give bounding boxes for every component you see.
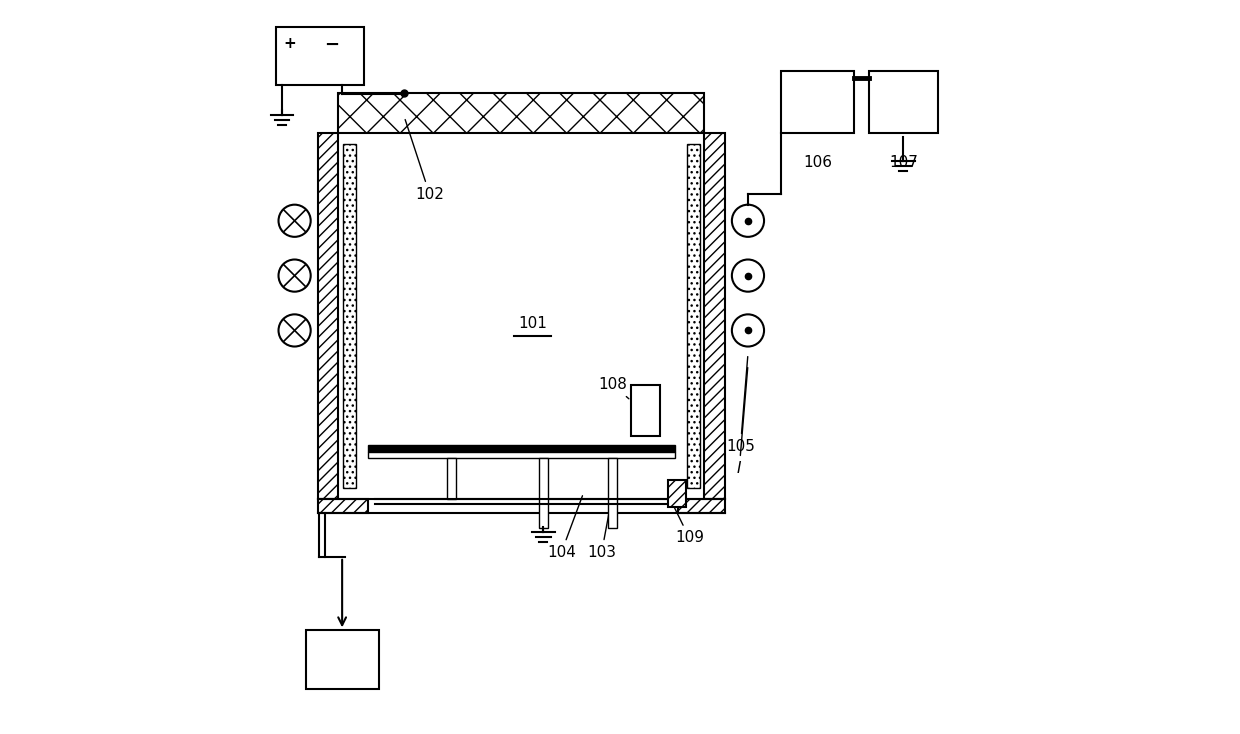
Bar (667, 479, 686, 507)
Circle shape (732, 260, 764, 291)
Text: 106: 106 (804, 155, 832, 170)
Text: 105: 105 (727, 357, 755, 454)
Bar (277, 27, 365, 85)
Circle shape (732, 205, 764, 237)
Text: −: − (325, 36, 340, 54)
Bar (368, 452, 675, 459)
Bar (339, 133, 704, 498)
Bar (317, 498, 368, 513)
Bar (448, 459, 456, 498)
Bar (539, 459, 548, 528)
Text: 109: 109 (668, 496, 704, 545)
Text: 103: 103 (587, 496, 616, 560)
Bar (609, 459, 618, 528)
Bar (339, 92, 704, 133)
Text: I: I (737, 368, 748, 476)
Circle shape (279, 260, 311, 291)
Bar (687, 144, 699, 487)
Circle shape (279, 205, 311, 237)
Bar (305, 631, 378, 688)
Text: 101: 101 (518, 316, 547, 330)
Bar (631, 385, 660, 437)
Text: 102: 102 (405, 120, 444, 202)
Text: 107: 107 (889, 155, 918, 170)
Bar (343, 144, 356, 487)
Bar (678, 498, 724, 513)
Bar (704, 133, 724, 498)
Text: 104: 104 (547, 495, 583, 560)
Bar (368, 446, 675, 452)
Bar (317, 133, 339, 498)
Text: +: + (284, 36, 296, 51)
Text: 108: 108 (598, 377, 629, 399)
Circle shape (279, 314, 311, 346)
Bar (868, 71, 939, 133)
Circle shape (732, 314, 764, 346)
Bar (781, 71, 854, 133)
